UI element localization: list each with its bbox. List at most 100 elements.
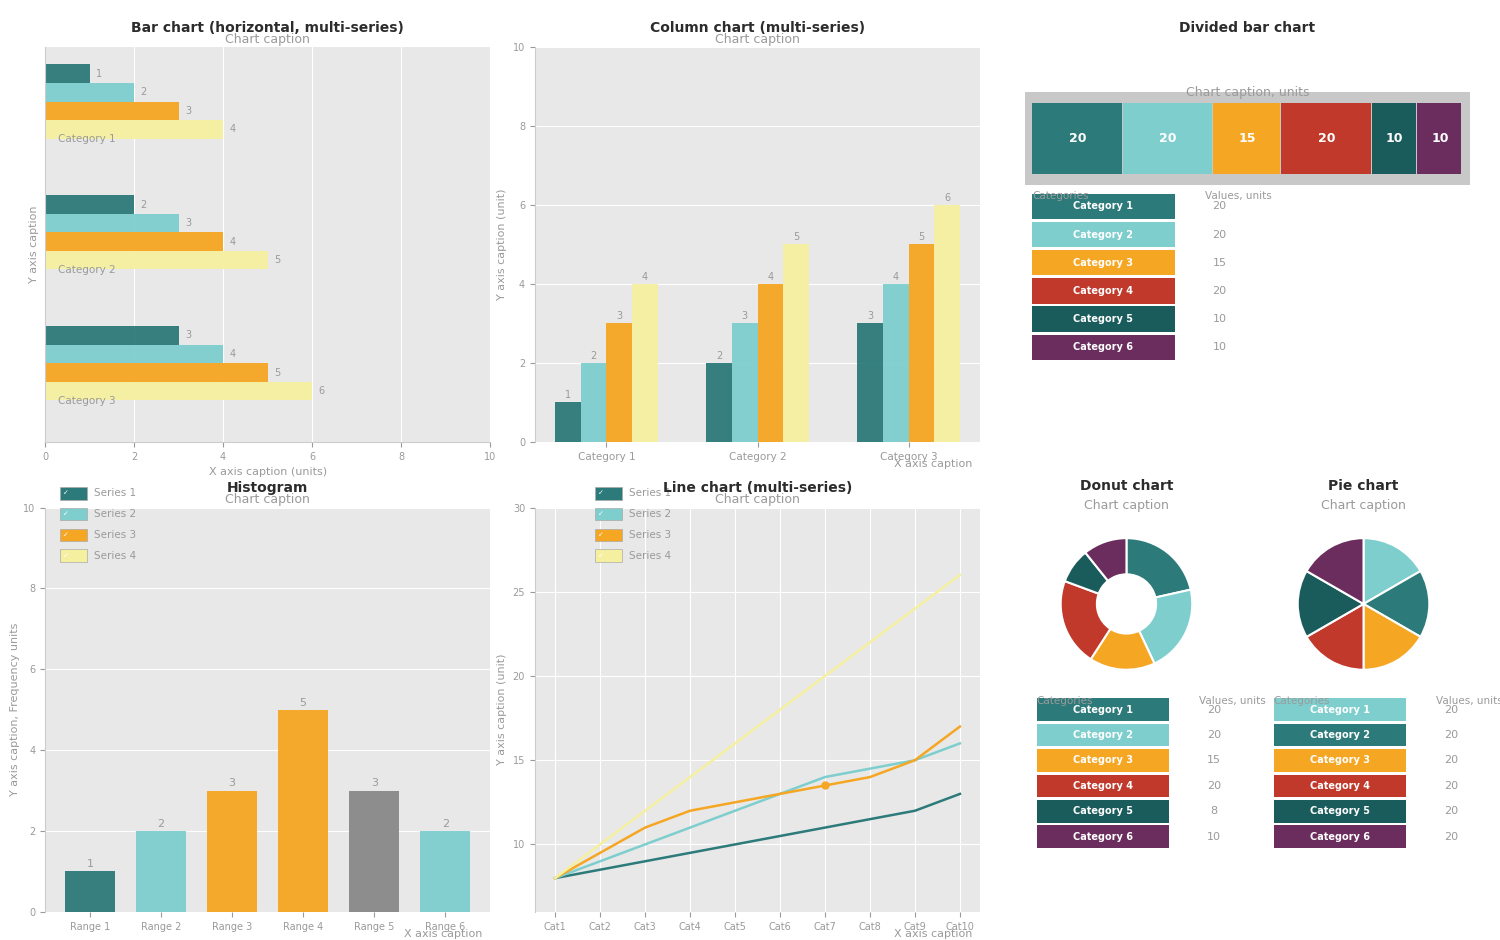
Text: 20: 20 [1443, 807, 1458, 816]
Text: 20: 20 [1206, 705, 1221, 714]
Text: 10: 10 [1212, 342, 1227, 352]
Text: 5: 5 [794, 232, 800, 243]
Text: Category 3: Category 3 [58, 396, 116, 406]
Title: Chart caption: Chart caption [225, 494, 310, 507]
Bar [45, 326, 178, 345]
Text: Series 4: Series 4 [94, 551, 136, 560]
Text: ✓: ✓ [63, 553, 69, 558]
Text: 20: 20 [1443, 730, 1458, 740]
Text: 3: 3 [867, 311, 873, 321]
Text: 2: 2 [591, 351, 597, 361]
Text: Line chart (multi-series): Line chart (multi-series) [663, 481, 852, 495]
Text: Chart caption: Chart caption [1084, 499, 1168, 512]
Text: 3: 3 [616, 311, 622, 321]
Wedge shape [1306, 538, 1364, 603]
Text: Category 5: Category 5 [1072, 807, 1132, 816]
Bar [758, 284, 783, 442]
Text: ✓: ✓ [598, 553, 603, 558]
Bar [856, 323, 883, 442]
Text: Category 4: Category 4 [1074, 286, 1134, 296]
Text: Values, units: Values, units [1436, 696, 1500, 706]
Text: Donut chart: Donut chart [1080, 479, 1173, 494]
Text: 20: 20 [1443, 756, 1458, 765]
Text: Series 2: Series 2 [94, 509, 136, 519]
Wedge shape [1364, 603, 1420, 669]
Text: Category 6: Category 6 [1310, 832, 1370, 841]
Wedge shape [1364, 538, 1420, 603]
Wedge shape [1298, 571, 1364, 637]
Bar [884, 284, 909, 442]
Text: 15: 15 [1239, 133, 1256, 145]
Text: Category 2: Category 2 [1072, 730, 1132, 740]
Text: 20: 20 [1443, 705, 1458, 714]
X-axis label: X axis caption (units): X axis caption (units) [209, 467, 327, 478]
Text: Category 2: Category 2 [58, 265, 116, 274]
Text: Category 4: Category 4 [1072, 781, 1132, 791]
Bar [45, 345, 224, 363]
Text: 20: 20 [1212, 229, 1227, 240]
Text: Series 2: Series 2 [630, 509, 672, 519]
Text: Values, units: Values, units [1198, 696, 1266, 706]
Text: ✓: ✓ [598, 532, 603, 538]
Wedge shape [1364, 572, 1430, 637]
Wedge shape [1060, 581, 1110, 659]
Text: 10: 10 [1386, 133, 1404, 145]
Bar [45, 120, 224, 138]
Wedge shape [1306, 603, 1364, 669]
Y-axis label: Y axis caption (unit): Y axis caption (unit) [498, 189, 507, 300]
Text: 2: 2 [141, 87, 147, 97]
Text: Series 3: Series 3 [630, 530, 672, 540]
Text: 4: 4 [230, 124, 236, 134]
Text: 4: 4 [230, 237, 236, 246]
Text: Series 1: Series 1 [94, 489, 136, 498]
Text: 3: 3 [370, 778, 378, 789]
Wedge shape [1086, 538, 1126, 581]
Text: Category 6: Category 6 [1072, 832, 1132, 841]
Text: Category 3: Category 3 [1074, 258, 1134, 268]
Bar [45, 196, 134, 214]
Text: 20: 20 [1212, 201, 1227, 212]
Bar [350, 791, 399, 912]
Text: Category 3: Category 3 [1072, 756, 1132, 765]
Bar [45, 382, 312, 400]
Text: 10: 10 [1431, 133, 1449, 145]
Bar [706, 363, 732, 442]
Bar [64, 871, 116, 912]
Text: 5: 5 [274, 368, 280, 378]
Text: 6: 6 [320, 386, 326, 396]
Bar [45, 214, 178, 232]
Bar [207, 791, 256, 912]
Text: Histogram: Histogram [226, 481, 309, 495]
Text: Series 3: Series 3 [94, 530, 136, 540]
Text: 1: 1 [96, 69, 102, 79]
Text: 1: 1 [566, 390, 572, 400]
Bar [632, 284, 658, 442]
Text: 20: 20 [1068, 133, 1086, 145]
Text: Category 1: Category 1 [1074, 201, 1134, 212]
Bar [279, 710, 328, 912]
Text: 4: 4 [768, 272, 774, 282]
Text: ✓: ✓ [63, 491, 69, 496]
Wedge shape [1138, 589, 1192, 664]
Title: Chart caption: Chart caption [716, 33, 800, 46]
Text: Categories: Categories [1032, 191, 1089, 201]
Title: Chart caption: Chart caption [716, 494, 800, 507]
Bar [45, 363, 267, 382]
Text: 20: 20 [1206, 730, 1221, 740]
Bar [732, 323, 758, 442]
Text: Chart caption, units: Chart caption, units [1185, 86, 1310, 99]
Text: Chart caption: Chart caption [1322, 499, 1406, 512]
Text: Pie chart: Pie chart [1329, 479, 1398, 494]
Text: 2: 2 [141, 199, 147, 210]
Text: ✓: ✓ [598, 491, 603, 496]
Text: Categories: Categories [1274, 696, 1330, 706]
Bar [606, 323, 631, 442]
Text: 4: 4 [642, 272, 648, 282]
Text: 20: 20 [1318, 133, 1335, 145]
Text: 4: 4 [892, 272, 898, 282]
Wedge shape [1065, 553, 1108, 594]
Text: Category 5: Category 5 [1310, 807, 1370, 816]
Bar [45, 83, 134, 102]
Text: 20: 20 [1443, 781, 1458, 791]
Text: Category 1: Category 1 [1072, 705, 1132, 714]
